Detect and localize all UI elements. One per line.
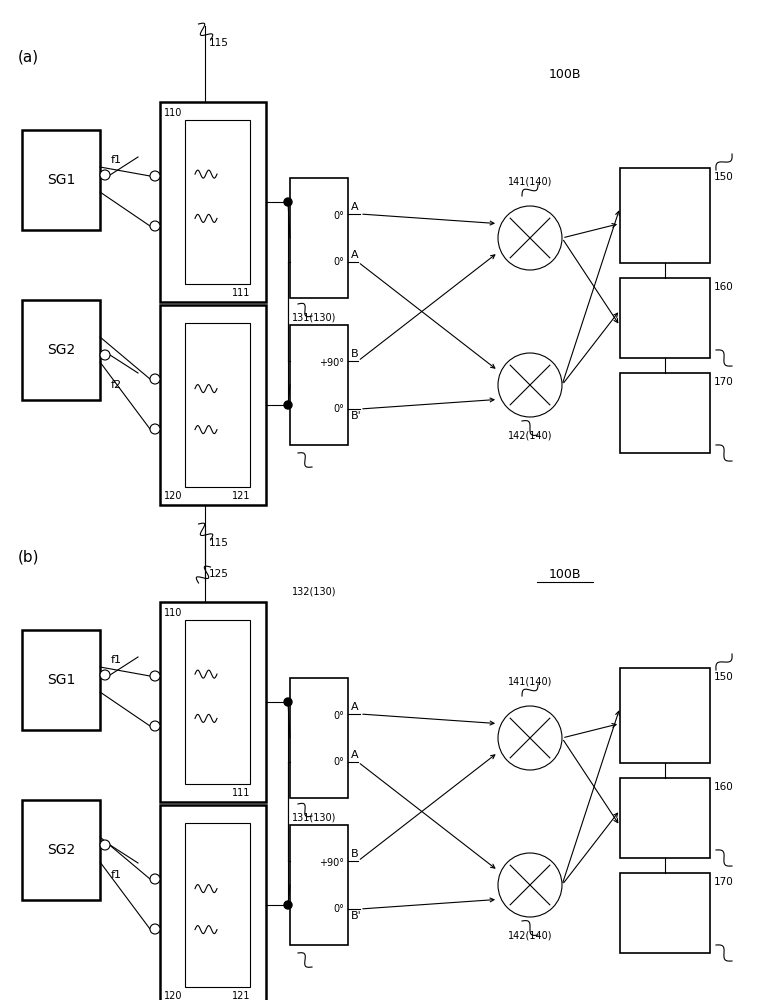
Bar <box>160 602 266 802</box>
Text: (b): (b) <box>18 550 39 565</box>
Text: B': B' <box>351 911 361 921</box>
Circle shape <box>150 171 160 181</box>
Text: 0°: 0° <box>333 757 344 767</box>
Text: 125: 125 <box>209 569 228 579</box>
Text: 0°: 0° <box>333 404 344 414</box>
Text: 100B: 100B <box>549 68 581 81</box>
Circle shape <box>284 698 292 706</box>
Bar <box>22 630 100 730</box>
Circle shape <box>100 670 110 680</box>
Text: 0°: 0° <box>333 904 344 914</box>
Text: 141(140): 141(140) <box>508 676 552 686</box>
Text: 121: 121 <box>231 491 250 501</box>
Bar <box>160 102 266 302</box>
Text: 150: 150 <box>714 172 734 182</box>
Text: f2: f2 <box>111 380 122 390</box>
Bar <box>620 168 710 263</box>
Text: 110: 110 <box>164 108 183 118</box>
Text: 170: 170 <box>714 377 734 387</box>
Text: 0°: 0° <box>333 711 344 721</box>
Text: 111: 111 <box>231 288 250 298</box>
Circle shape <box>498 706 562 770</box>
Text: 160: 160 <box>714 282 734 292</box>
Circle shape <box>150 721 160 731</box>
Circle shape <box>100 350 110 360</box>
Circle shape <box>100 840 110 850</box>
Text: 115: 115 <box>209 38 228 48</box>
Circle shape <box>284 901 292 909</box>
Bar <box>22 800 100 900</box>
Text: 0°: 0° <box>333 257 344 267</box>
Text: 110: 110 <box>164 608 183 618</box>
Text: f1: f1 <box>111 655 122 665</box>
Text: A: A <box>351 750 358 760</box>
Bar <box>22 300 100 400</box>
Bar <box>620 778 710 858</box>
Text: 131(130): 131(130) <box>292 812 336 822</box>
Circle shape <box>498 353 562 417</box>
Circle shape <box>150 424 160 434</box>
Text: 121: 121 <box>231 991 250 1000</box>
Circle shape <box>150 874 160 884</box>
Circle shape <box>150 671 160 681</box>
Text: A: A <box>351 250 358 260</box>
Text: SG2: SG2 <box>47 343 75 357</box>
Circle shape <box>100 170 110 180</box>
Text: +90°: +90° <box>319 358 344 368</box>
Bar <box>620 278 710 358</box>
Text: B: B <box>351 349 358 359</box>
Text: 170: 170 <box>714 877 734 887</box>
Bar <box>620 668 710 763</box>
Bar <box>290 678 348 798</box>
Bar <box>22 130 100 230</box>
Bar <box>620 373 710 453</box>
Text: 120: 120 <box>164 991 183 1000</box>
Text: SG2: SG2 <box>47 843 75 857</box>
Text: 100B: 100B <box>549 568 581 581</box>
Bar <box>620 873 710 953</box>
Text: A: A <box>351 202 358 212</box>
Text: 0°: 0° <box>333 211 344 221</box>
Bar <box>185 823 250 987</box>
Text: +90°: +90° <box>319 858 344 868</box>
Text: SG1: SG1 <box>47 173 75 187</box>
Bar <box>185 323 250 487</box>
Text: 132(130): 132(130) <box>292 587 336 597</box>
Circle shape <box>150 221 160 231</box>
Bar <box>160 805 266 1000</box>
Text: 111: 111 <box>231 788 250 798</box>
Text: B': B' <box>351 411 361 421</box>
Text: 115: 115 <box>209 538 228 548</box>
Text: 142(140): 142(140) <box>508 931 552 941</box>
Circle shape <box>150 374 160 384</box>
Text: f1: f1 <box>111 870 122 880</box>
Circle shape <box>498 206 562 270</box>
Bar <box>185 620 250 784</box>
Circle shape <box>498 853 562 917</box>
Bar <box>290 825 348 945</box>
Bar <box>290 178 348 298</box>
Text: 131(130): 131(130) <box>292 312 336 322</box>
Bar <box>160 305 266 505</box>
Text: 150: 150 <box>714 672 734 682</box>
Circle shape <box>150 924 160 934</box>
Text: 142(140): 142(140) <box>508 431 552 441</box>
Text: 120: 120 <box>164 491 183 501</box>
Text: SG1: SG1 <box>47 673 75 687</box>
Circle shape <box>284 198 292 206</box>
Text: B: B <box>351 849 358 859</box>
Text: A: A <box>351 702 358 712</box>
Circle shape <box>284 401 292 409</box>
Text: (a): (a) <box>18 50 39 65</box>
Bar <box>290 325 348 445</box>
Text: 141(140): 141(140) <box>508 176 552 186</box>
Text: 160: 160 <box>714 782 734 792</box>
Text: f1: f1 <box>111 155 122 165</box>
Bar <box>185 120 250 284</box>
